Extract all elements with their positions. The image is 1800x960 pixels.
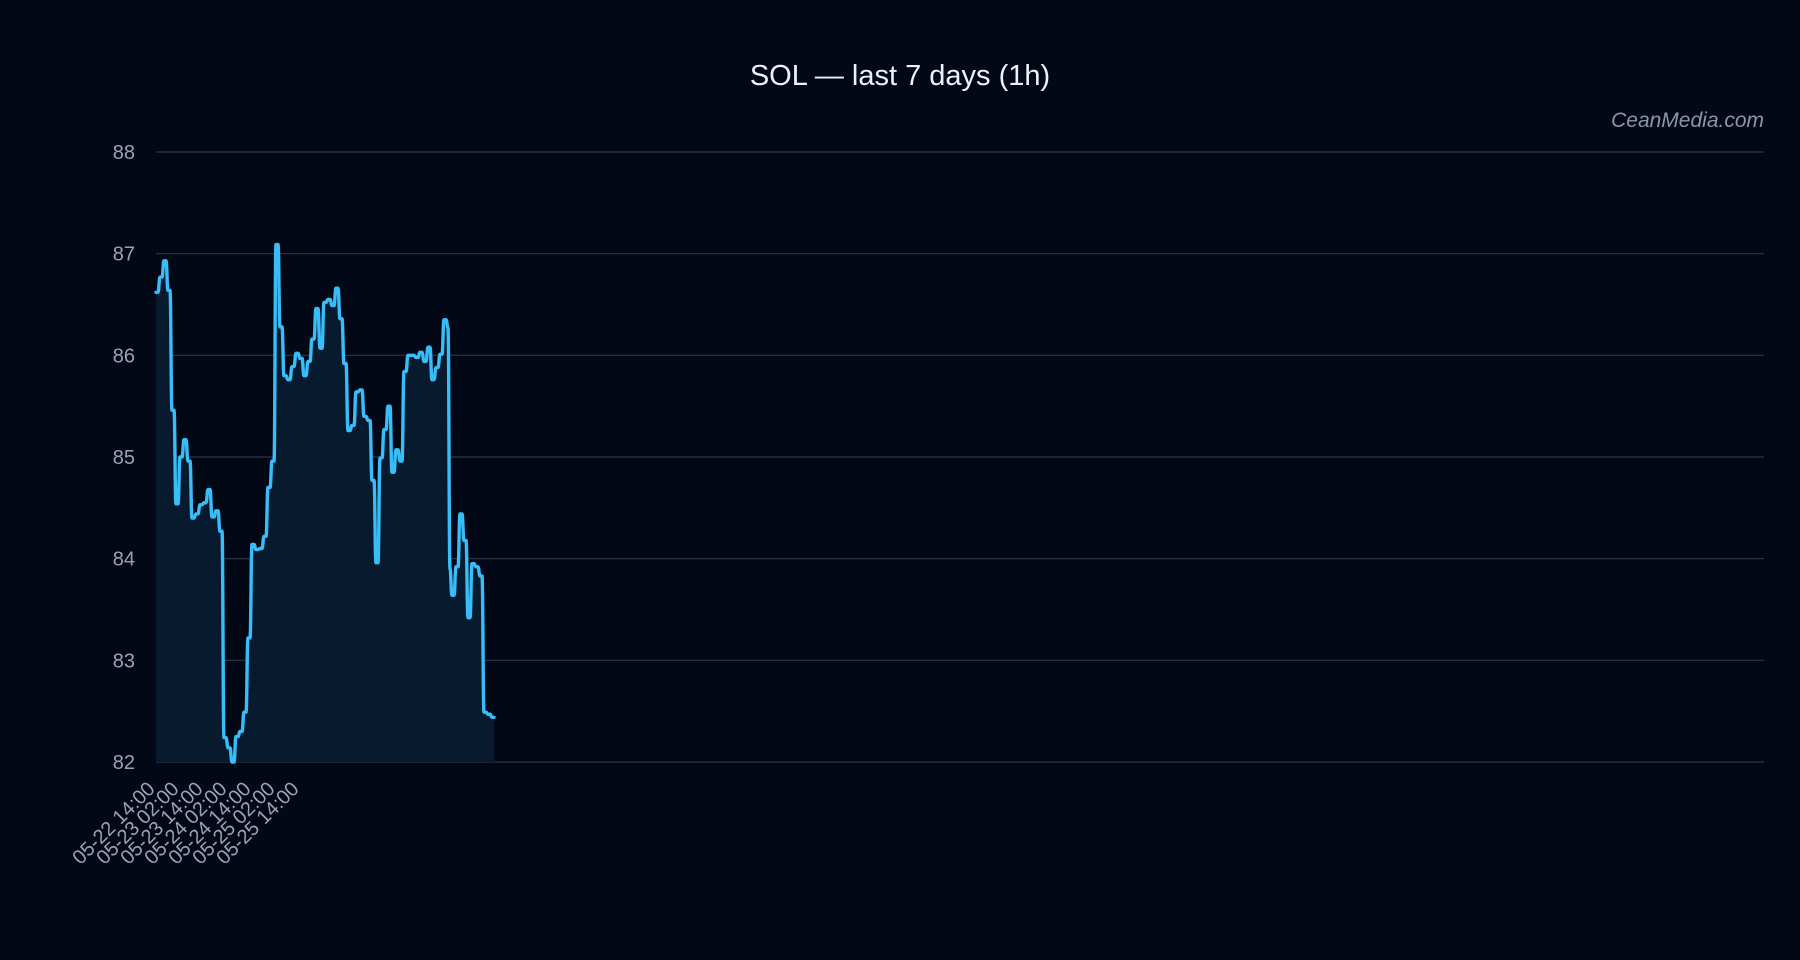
y-tick-label: 82	[113, 752, 135, 774]
y-tick-label: 84	[113, 549, 135, 571]
y-axis-labels: 82 83 84 85 86 87 88	[113, 142, 135, 774]
y-tick-label: 86	[113, 345, 135, 367]
price-area-fill	[156, 244, 494, 762]
watermark-text: CeanMedia.com	[1611, 109, 1764, 132]
price-line	[154, 242, 496, 764]
y-tick-label: 87	[113, 244, 135, 266]
y-tick-label: 88	[113, 142, 135, 164]
chart-title: SOL — last 7 days (1h)	[750, 60, 1050, 92]
y-tick-label: 85	[113, 447, 135, 469]
y-tick-label: 83	[113, 650, 135, 672]
